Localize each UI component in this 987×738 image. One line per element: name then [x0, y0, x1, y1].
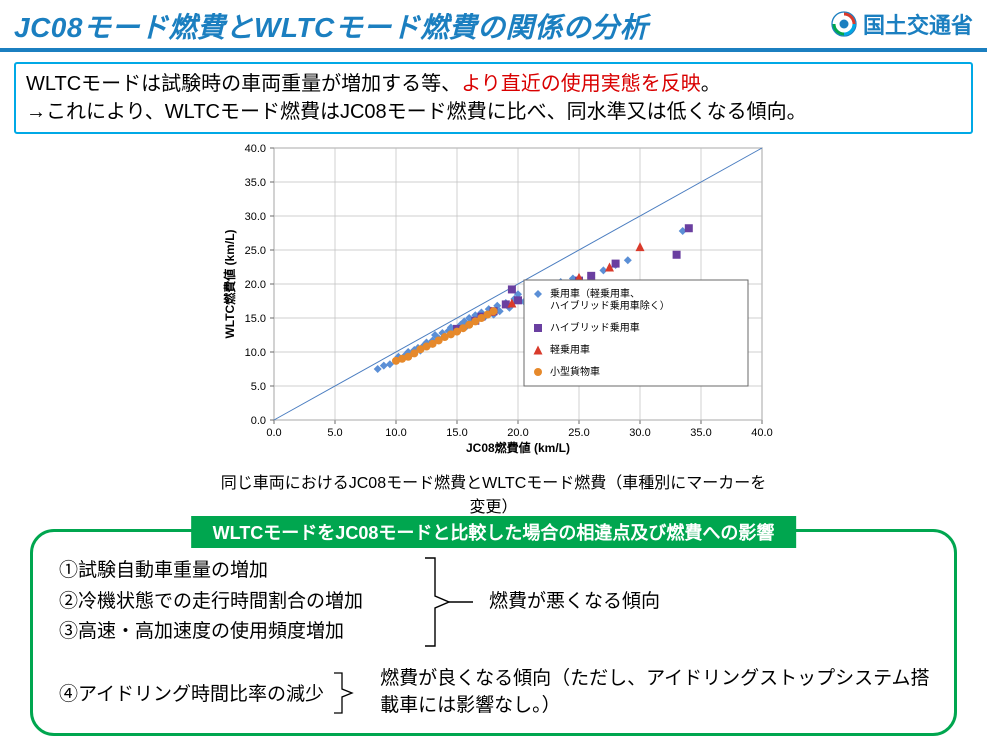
svg-text:10.0: 10.0: [385, 427, 406, 439]
ministry-label: 国土交通省: [831, 8, 973, 40]
diff-point-3: ③高速・高加速度の使用頻度増加: [59, 617, 419, 647]
svg-text:30.0: 30.0: [629, 427, 650, 439]
svg-text:20.0: 20.0: [507, 427, 528, 439]
svg-text:40.0: 40.0: [751, 427, 772, 439]
ministry-name: 国土交通省: [863, 8, 973, 40]
svg-text:5.0: 5.0: [250, 381, 265, 393]
diff-point-2: ②冷機状態での走行時間割合の増加: [59, 587, 419, 617]
callout-line1-b: 。: [701, 73, 721, 95]
svg-text:15.0: 15.0: [244, 313, 265, 325]
svg-text:乗用車（軽乗用車、: 乗用車（軽乗用車、: [550, 287, 640, 300]
svg-text:軽乗用車: 軽乗用車: [550, 343, 590, 356]
ministry-logo-icon: [831, 11, 857, 37]
svg-text:JC08燃費値 (km/L): JC08燃費値 (km/L): [465, 440, 569, 455]
diff-points-list: ①試験自動車重量の増加 ②冷機状態での走行時間割合の増加 ③高速・高加速度の使用…: [59, 556, 419, 647]
scatter-chart: 0.0 5.0 10.0 15.0 20.0 25.0 30.0 35.0 40.0 0.0 5.0…: [214, 140, 774, 460]
svg-text:WLTC燃費値 (km/L): WLTC燃費値 (km/L): [222, 229, 237, 338]
svg-text:35.0: 35.0: [690, 427, 711, 439]
page-title: JC08モード燃費とWLTCモード燃費の関係の分析: [14, 6, 973, 46]
svg-text:35.0: 35.0: [244, 177, 265, 189]
bracket-top-icon: [419, 556, 481, 648]
bracket-bottom-icon: [328, 669, 376, 717]
svg-text:10.0: 10.0: [244, 347, 265, 359]
effect-better: 燃費が良くなる傾向（ただし、アイドリングストップシステム搭載車には影響なし。）: [376, 666, 934, 719]
svg-text:0.0: 0.0: [250, 415, 265, 427]
svg-text:ハイブリッド乗用車除く）: ハイブリッド乗用車除く）: [550, 299, 670, 312]
callout-em: より直近の使用実態を反映: [461, 73, 701, 95]
diff-point-4: ④アイドリング時間比率の減少: [59, 679, 328, 706]
diff-point-1: ①試験自動車重量の増加: [59, 556, 419, 586]
title-bar: JC08モード燃費とWLTCモード燃費の関係の分析 国土交通省: [0, 0, 987, 52]
callout-line-1: WLTCモードは試験時の車両重量が増加する等、より直近の使用実態を反映。: [26, 70, 961, 98]
svg-text:30.0: 30.0: [244, 211, 265, 223]
callout-line-2: →これにより、WLTCモード燃費はJC08モード燃費に比べ、同水準又は低くなる傾…: [26, 98, 961, 126]
svg-text:20.0: 20.0: [244, 279, 265, 291]
svg-text:0.0: 0.0: [266, 427, 281, 439]
svg-text:ハイブリッド乗用車: ハイブリッド乗用車: [550, 321, 640, 334]
callout-line1-a: WLTCモードは試験時の車両重量が増加する等、: [26, 73, 461, 95]
comparison-title: WLTCモードをJC08モードと比較した場合の相違点及び燃費への影響: [191, 516, 797, 548]
comparison-box: WLTCモードをJC08モードと比較した場合の相違点及び燃費への影響 ①試験自動…: [30, 529, 957, 736]
svg-text:40.0: 40.0: [244, 143, 265, 155]
chart-caption: 同じ車両におけるJC08モード燃費とWLTCモード燃費（車種別にマーカーを変更）: [214, 469, 774, 517]
summary-callout: WLTCモードは試験時の車両重量が増加する等、より直近の使用実態を反映。 →これ…: [14, 62, 973, 134]
svg-text:5.0: 5.0: [327, 427, 342, 439]
svg-text:25.0: 25.0: [244, 245, 265, 257]
svg-text:25.0: 25.0: [568, 427, 589, 439]
effect-worse: 燃費が悪くなる傾向: [481, 589, 660, 616]
svg-text:小型貨物車: 小型貨物車: [550, 365, 600, 378]
scatter-chart-container: 0.0 5.0 10.0 15.0 20.0 25.0 30.0 35.0 40.0 0.0 5.0…: [214, 140, 774, 517]
svg-text:15.0: 15.0: [446, 427, 467, 439]
